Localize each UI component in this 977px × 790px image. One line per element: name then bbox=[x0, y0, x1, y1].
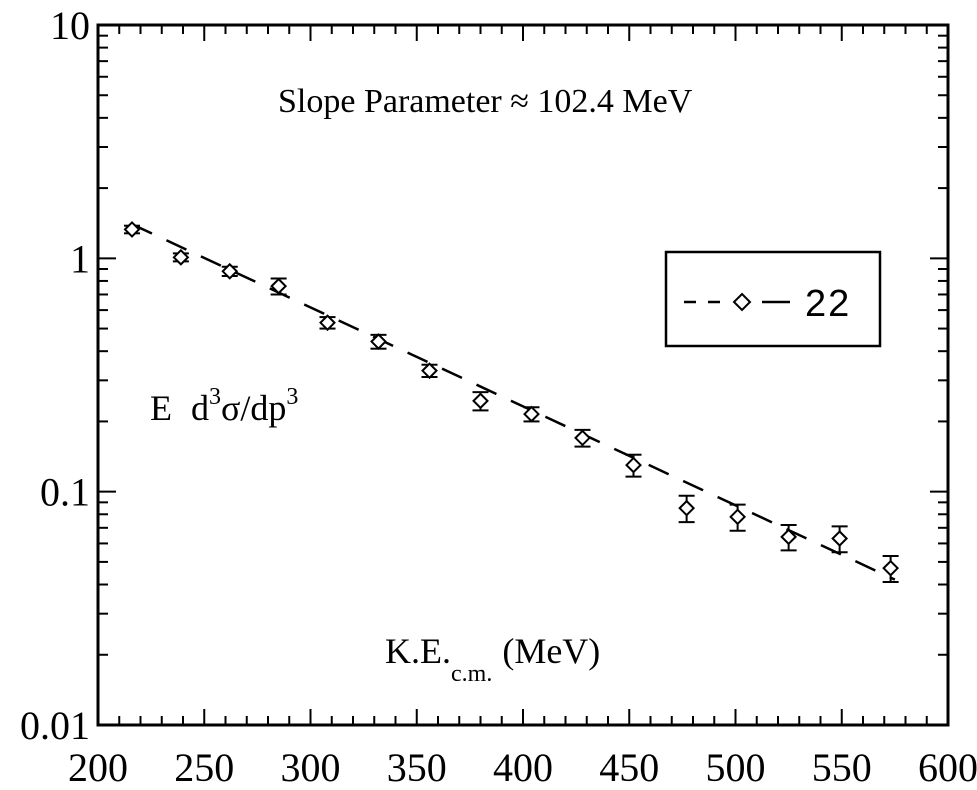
data-point bbox=[678, 499, 696, 517]
minor-ticks bbox=[98, 25, 948, 725]
y-axis-label: E d3σ/dp3 bbox=[150, 384, 298, 428]
x-tick-label: 400 bbox=[493, 745, 553, 790]
data-point bbox=[172, 248, 190, 266]
legend-diamond-marker bbox=[732, 292, 752, 312]
data-point bbox=[221, 262, 239, 280]
data-point bbox=[523, 405, 540, 423]
data-point bbox=[729, 508, 747, 526]
data-point bbox=[270, 277, 288, 295]
fit-line bbox=[131, 223, 896, 581]
major-ticks bbox=[97, 25, 949, 726]
x-tick-label: 300 bbox=[281, 745, 341, 790]
plot-frame bbox=[96, 23, 950, 727]
y-tick-label: 1 bbox=[70, 236, 90, 281]
x-tick-label: 450 bbox=[599, 745, 659, 790]
data-point bbox=[574, 429, 591, 447]
data-point bbox=[831, 530, 849, 547]
x-axis-label: K.E.c.m.(MeV) bbox=[385, 631, 600, 687]
x-tick-label: 550 bbox=[812, 745, 872, 790]
y-tick-label: 10 bbox=[50, 3, 90, 48]
y-tick-label: 0.01 bbox=[20, 703, 90, 748]
x-tick-label: 250 bbox=[174, 745, 234, 790]
data-point bbox=[123, 221, 141, 238]
data-point bbox=[421, 362, 438, 380]
x-tick-label: 500 bbox=[706, 745, 766, 790]
y-tick-labels: 0.01 0.1 1 10 bbox=[20, 3, 90, 748]
y-tick-label: 0.1 bbox=[40, 470, 90, 515]
data-point bbox=[370, 333, 387, 350]
x-tick-label: 350 bbox=[387, 745, 447, 790]
data-point bbox=[882, 559, 900, 577]
data-points bbox=[123, 221, 900, 584]
legend-box bbox=[664, 250, 882, 348]
fit-line-group bbox=[131, 223, 896, 581]
x-tick-label: 200 bbox=[68, 745, 128, 790]
data-point bbox=[625, 456, 642, 474]
slope-annotation: Slope Parameter ≈ 102.4 MeV bbox=[278, 83, 693, 120]
data-point bbox=[472, 392, 489, 410]
legend: 22 bbox=[664, 250, 882, 348]
data-point bbox=[319, 314, 336, 332]
x-tick-labels: 200 250 300 350 400 450 500 550 600 bbox=[68, 745, 977, 790]
x-tick-label: 600 bbox=[918, 745, 977, 790]
data-point bbox=[780, 528, 798, 546]
legend-label: 22 bbox=[805, 283, 851, 325]
